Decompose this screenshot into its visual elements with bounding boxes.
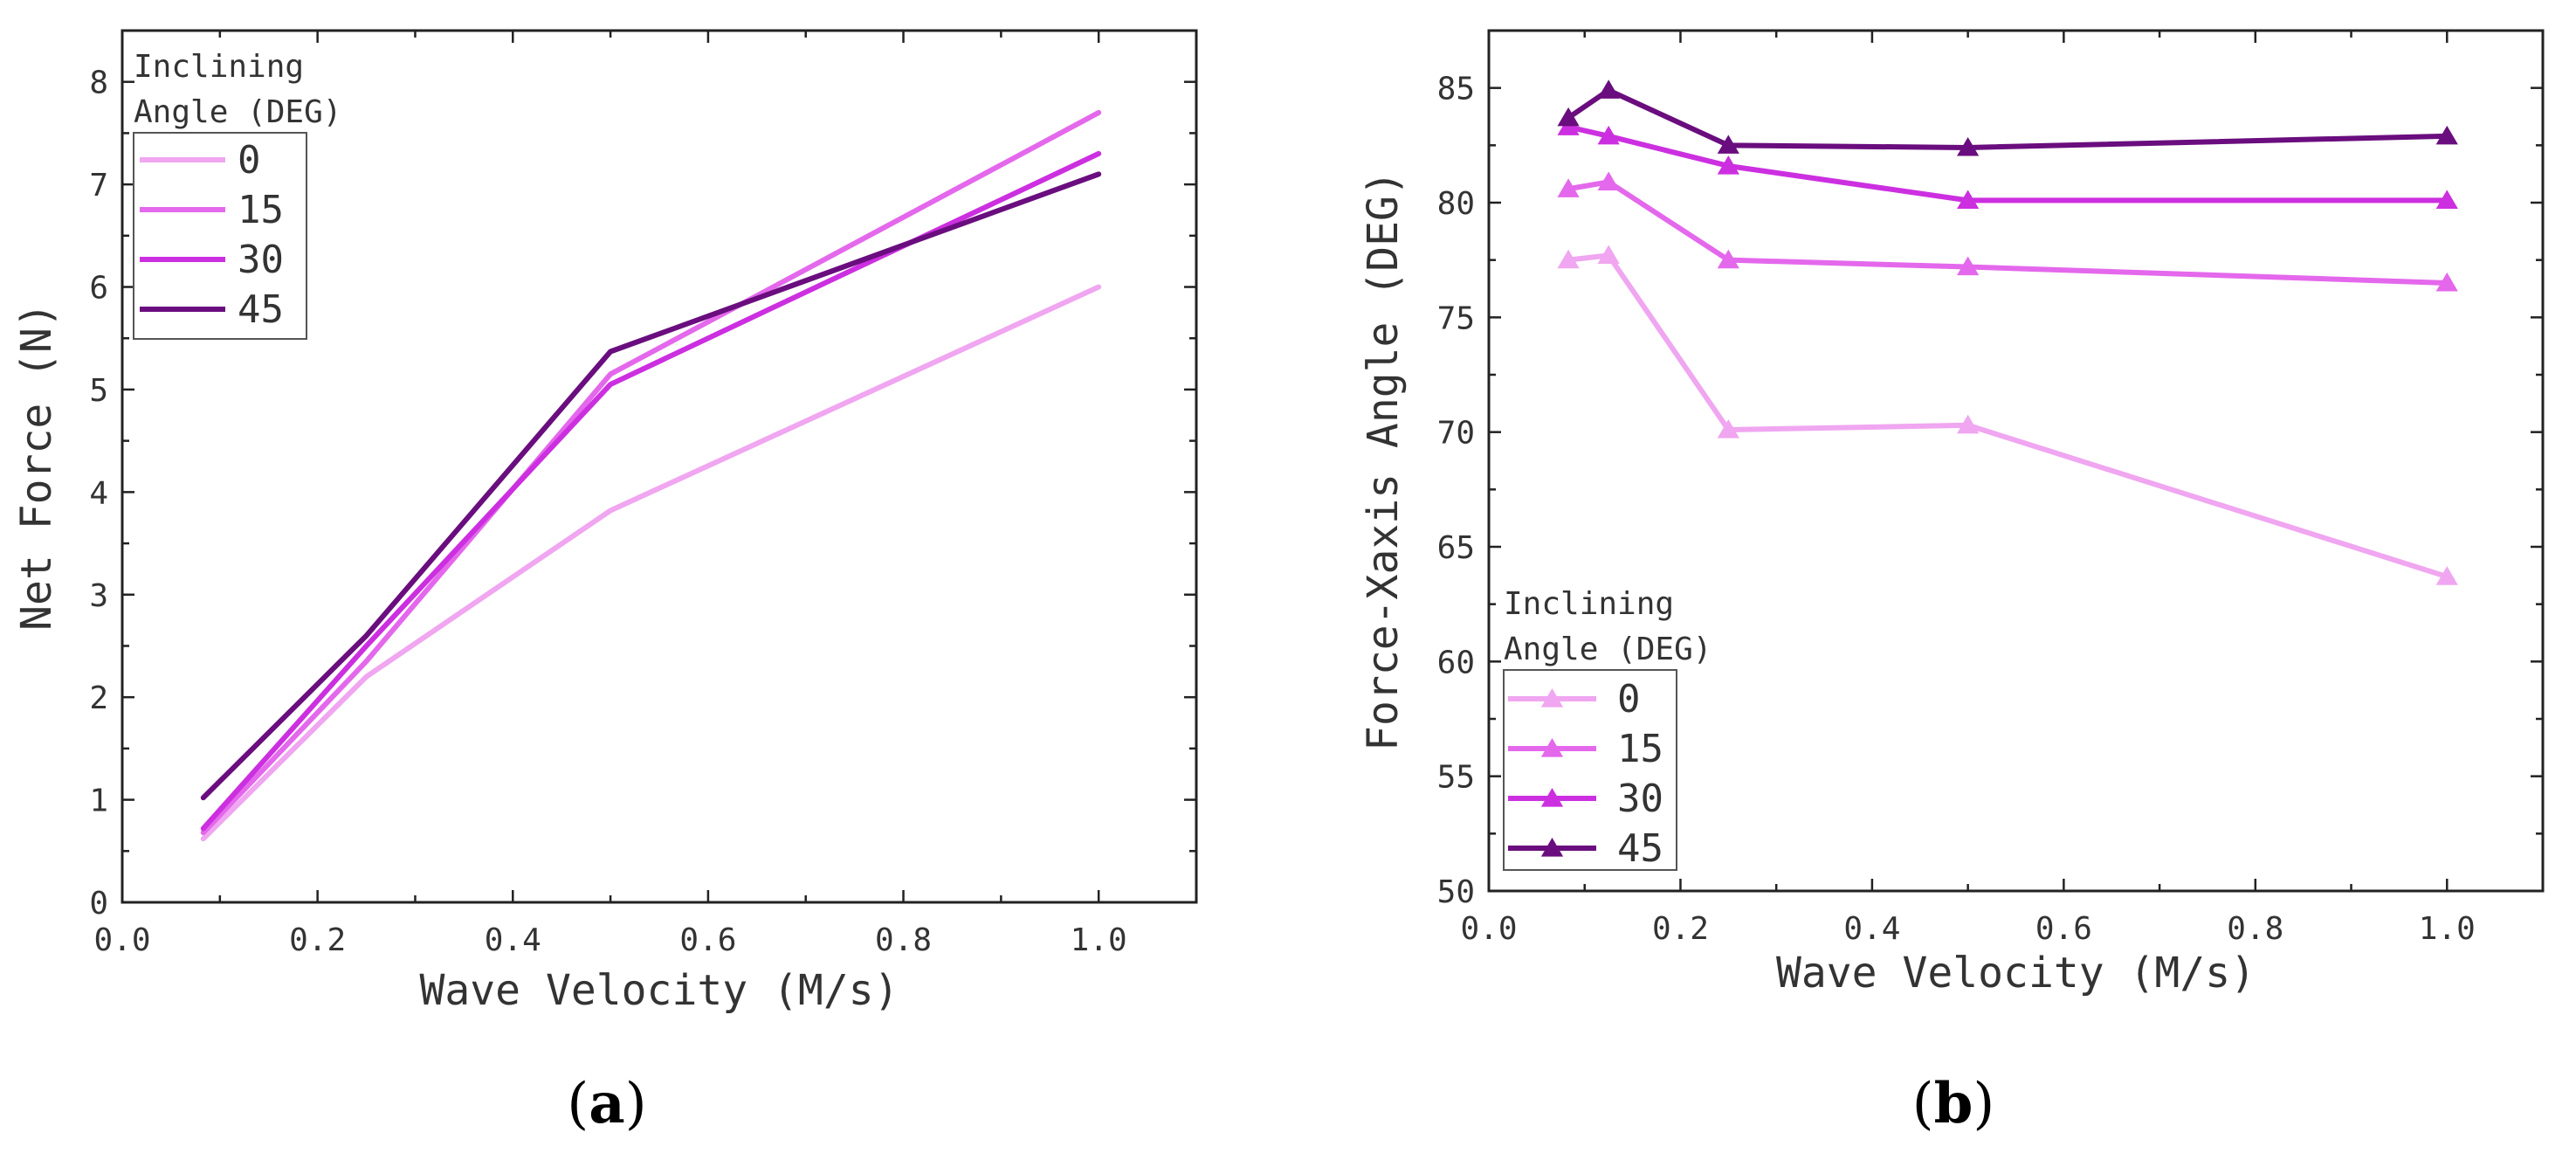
y-tick-label: 6 bbox=[89, 271, 108, 307]
data-point-0 bbox=[1957, 414, 1980, 434]
data-point-45 bbox=[2435, 125, 2458, 145]
data-point-15 bbox=[1597, 171, 1620, 190]
y-tick-label: 80 bbox=[1437, 186, 1475, 222]
plot-frame bbox=[1487, 29, 2545, 893]
x-axis-title: Wave Velocity (M/s) bbox=[419, 966, 899, 1015]
panel-label-open: ( bbox=[567, 1072, 589, 1136]
x-tick-label: 0.2 bbox=[289, 922, 346, 958]
y-tick-label: 2 bbox=[89, 680, 108, 716]
series-line-0 bbox=[200, 284, 1102, 842]
data-point-30 bbox=[2435, 190, 2458, 209]
y-tick-label: 5 bbox=[89, 373, 108, 409]
panel-b: 0.0 0.2 0.4 0.6 0.8 1.0 50 55 60 65 70 75 80 85 Wave V… bbox=[1359, 29, 2545, 1136]
y-tick-label: 7 bbox=[89, 168, 108, 204]
data-point-45 bbox=[1557, 107, 1580, 127]
series-line-15 bbox=[1566, 179, 2450, 286]
data-point-45 bbox=[1957, 136, 1980, 156]
data-point-45 bbox=[1717, 135, 1739, 154]
data-point-15 bbox=[1557, 178, 1580, 197]
legend-box bbox=[1503, 669, 1677, 871]
panel-label: (a) bbox=[567, 1071, 646, 1136]
x-tick-label: 0.4 bbox=[485, 922, 541, 958]
data-point-0 bbox=[1557, 249, 1580, 269]
legend-title-line1: Inclining bbox=[134, 49, 304, 85]
series-line-45 bbox=[1566, 87, 2450, 150]
x-tick-label: 0.8 bbox=[875, 922, 932, 958]
y-tick-label: 3 bbox=[89, 578, 108, 614]
y-tick-label: 55 bbox=[1437, 760, 1475, 796]
series-line-0 bbox=[1566, 252, 2450, 580]
legend-title-line2: Angle (DEG) bbox=[134, 94, 341, 130]
legend-label-0: 0 bbox=[238, 138, 261, 183]
series-line-30 bbox=[200, 150, 1102, 832]
legend-label-45: 45 bbox=[1617, 826, 1663, 871]
legend-box bbox=[133, 132, 307, 340]
x-tick-label: 0.6 bbox=[2035, 911, 2092, 947]
legend-marker-15 bbox=[1540, 738, 1564, 757]
legend-label-15: 15 bbox=[238, 188, 284, 232]
legend-label-30: 30 bbox=[238, 238, 284, 282]
x-tick-label: 0.8 bbox=[2227, 911, 2283, 947]
data-point-30 bbox=[1717, 155, 1739, 175]
panel-label: (b) bbox=[1912, 1071, 1995, 1136]
data-point-0 bbox=[2435, 566, 2458, 585]
panel-label-open: ( bbox=[1912, 1072, 1934, 1136]
y-tick-label: 50 bbox=[1437, 874, 1475, 910]
legend-label-30: 30 bbox=[1617, 777, 1663, 821]
x-tick-label: 1.0 bbox=[1071, 922, 1127, 958]
y-tick-label: 65 bbox=[1437, 530, 1475, 566]
legend-label-15: 15 bbox=[1617, 727, 1663, 771]
legend-title-line1: Inclining bbox=[1504, 586, 1674, 622]
panel-label-letter: b bbox=[1934, 1071, 1973, 1136]
y-tick-label: 70 bbox=[1437, 416, 1475, 452]
data-point-0 bbox=[1717, 419, 1739, 438]
data-point-30 bbox=[1957, 190, 1980, 209]
y-tick-label: 85 bbox=[1437, 72, 1475, 107]
x-tick-label: 0.0 bbox=[93, 922, 150, 958]
legend-label-45: 45 bbox=[238, 287, 284, 332]
data-point-30 bbox=[1597, 125, 1620, 145]
y-tick-label: 1 bbox=[89, 784, 108, 819]
plot-frame bbox=[121, 29, 1198, 904]
data-point-45 bbox=[1597, 79, 1620, 99]
data-point-15 bbox=[2435, 272, 2458, 292]
x-tick-label: 0.4 bbox=[1843, 911, 1900, 947]
legend-label-0: 0 bbox=[1617, 677, 1641, 722]
x-axis-title: Wave Velocity (M/s) bbox=[1776, 949, 2256, 998]
panel-label-letter: a bbox=[589, 1071, 624, 1136]
y-axis-title: Net Force (N) bbox=[12, 302, 61, 631]
series-line-45 bbox=[200, 171, 1102, 801]
y-tick-label: 8 bbox=[89, 66, 108, 101]
data-point-15 bbox=[1957, 256, 1980, 276]
x-tick-label: 0.6 bbox=[679, 922, 736, 958]
legend-marker-30 bbox=[1540, 788, 1564, 807]
y-tick-label: 60 bbox=[1437, 645, 1475, 680]
y-tick-label: 0 bbox=[89, 886, 108, 922]
x-tick-label: 0.2 bbox=[1652, 911, 1709, 947]
legend-marker-45 bbox=[1540, 838, 1564, 857]
y-tick-label: 4 bbox=[89, 475, 108, 511]
legend-marker-0 bbox=[1540, 688, 1564, 708]
x-tick-label: 1.0 bbox=[2419, 911, 2476, 947]
panel-label-close: ) bbox=[1973, 1072, 1994, 1136]
x-tick-label: 0.0 bbox=[1460, 911, 1517, 947]
panel-label-close: ) bbox=[625, 1072, 647, 1136]
legend-title-line2: Angle (DEG) bbox=[1504, 632, 1712, 667]
y-axis-title: Force-Xaxis Angle (DEG) bbox=[1359, 170, 1408, 751]
data-point-15 bbox=[1717, 249, 1739, 269]
y-tick-label: 75 bbox=[1437, 300, 1475, 336]
data-point-0 bbox=[1597, 245, 1620, 265]
